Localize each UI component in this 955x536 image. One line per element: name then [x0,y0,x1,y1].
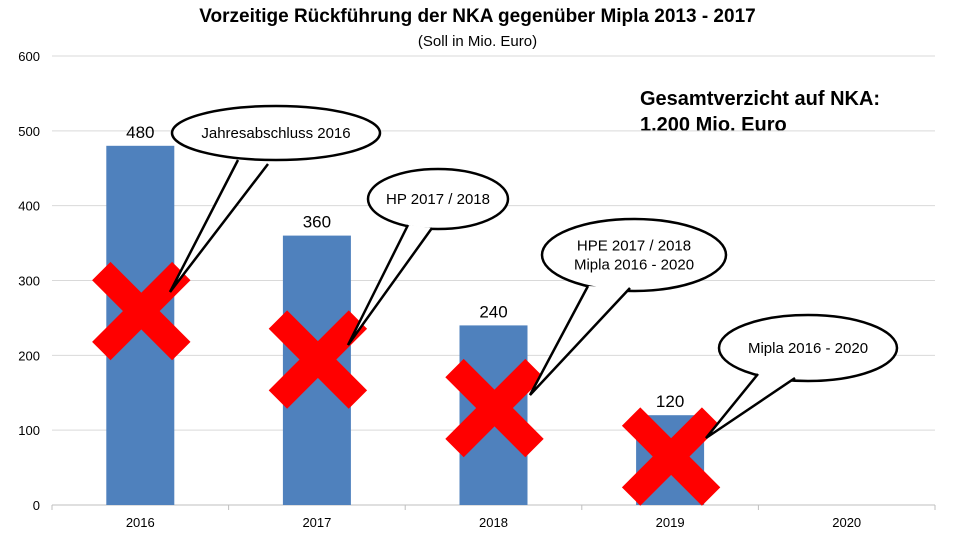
cross-out-stroke [92,261,191,361]
y-tick-label: 600 [18,49,40,64]
cross-out-stroke [445,358,544,458]
y-tick-label: 400 [18,199,40,214]
callout-text: HPE 2017 / 2018 [577,238,691,255]
callout-text: Jahresabschluss 2016 [201,125,350,142]
callout-tail [705,373,796,440]
callout-text: Mipla 2016 - 2020 [574,257,694,274]
x-tick-label: 2017 [302,515,331,530]
cross-out-marker [621,407,721,506]
callout-text: Mipla 2016 - 2020 [748,340,868,357]
callout-bubble [540,217,728,293]
cross-out-marker [92,261,191,361]
total-annotation-line1: Gesamtverzicht auf NKA: [640,88,881,110]
callout-text: HP 2017 / 2018 [386,191,490,208]
data-label: 120 [656,392,684,411]
data-label: 360 [303,213,331,232]
x-tick-label: 2018 [479,515,508,530]
y-tick-label: 0 [33,498,40,513]
y-tick-label: 100 [18,423,40,438]
y-tick-label: 300 [18,274,40,289]
callout-bubble [366,167,510,231]
data-label: 240 [479,302,507,321]
cross-out-stroke [621,407,721,506]
cross-out-stroke [268,310,368,409]
callout-tail [168,159,269,293]
x-tick-label: 2016 [126,515,155,530]
callout-tail [528,285,631,396]
x-tick-label: 2020 [832,515,861,530]
x-tick-label: 2019 [656,515,685,530]
callout-tail [346,224,434,346]
data-label: 480 [126,123,154,142]
chart-title: Vorzeitige Rückführung der NKA gegenüber… [199,6,756,27]
callout-bubble [717,313,899,383]
chart-subtitle: (Soll in Mio. Euro) [417,33,538,50]
cross-out-marker [445,358,544,458]
y-tick-label: 200 [18,348,40,363]
callout-bubble [170,104,382,162]
cross-out-marker [268,310,368,409]
y-tick-label: 500 [18,124,40,139]
